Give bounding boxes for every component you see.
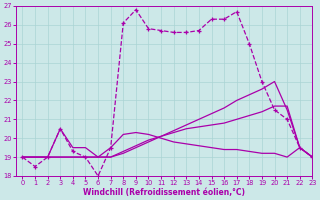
X-axis label: Windchill (Refroidissement éolien,°C): Windchill (Refroidissement éolien,°C)	[83, 188, 245, 197]
